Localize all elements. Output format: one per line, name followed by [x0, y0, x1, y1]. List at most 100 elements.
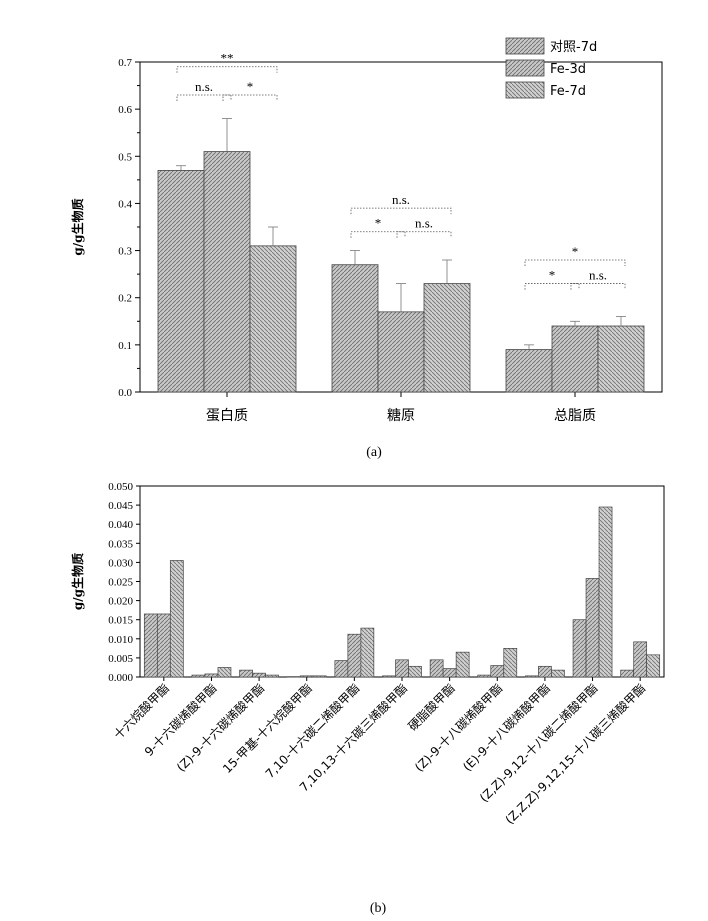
bar	[265, 674, 279, 678]
bar	[525, 675, 539, 678]
bar	[360, 627, 375, 678]
bar	[169, 560, 184, 678]
y-tick-label: 0.025	[108, 577, 133, 589]
y-tick-label: 0.3	[118, 246, 132, 258]
bar	[191, 674, 206, 678]
significance-label: n.s.	[195, 79, 213, 94]
bar	[286, 676, 301, 678]
x-category-label: (Z)-9-十八碳烯酸甲酯	[411, 681, 505, 775]
legend-swatch	[505, 59, 545, 77]
x-category-label: 糖原	[387, 408, 415, 424]
y-tick-label: 0.2	[118, 293, 132, 305]
legend-label: Fe-3d	[550, 62, 586, 77]
y-tick-label: 0.000	[108, 672, 133, 684]
y-tick-label: 0.035	[108, 538, 133, 550]
y-tick-label: 0.005	[108, 653, 133, 665]
significance-bracket	[222, 94, 278, 101]
legend-label: 对照-7d	[550, 40, 597, 55]
bar	[239, 669, 253, 678]
legend-swatch	[505, 37, 545, 55]
x-category-label: 15-甲基-十六烷酸甲酯	[219, 681, 314, 776]
y-tick-label: 0.050	[108, 481, 133, 493]
y-tick-label: 0.1	[118, 340, 132, 352]
significance-label: *	[549, 268, 556, 283]
bar	[347, 633, 362, 678]
bar	[423, 283, 471, 393]
bar	[143, 613, 158, 678]
significance-label: *	[247, 79, 254, 94]
caption-b: (b)	[370, 901, 387, 916]
y-tick-label: 0.4	[118, 198, 132, 210]
significance-bracket	[350, 207, 452, 215]
bar	[249, 245, 297, 393]
bar	[395, 659, 409, 678]
chart-b: 0.000 0.005 0.010 0.015 0.020 0.025 0.030 0.035…	[70, 481, 665, 916]
y-tick-label: 0.6	[118, 104, 132, 116]
bar	[503, 647, 518, 678]
y-tick-label: 0.015	[108, 615, 133, 627]
bar	[156, 613, 171, 678]
significance-label: n.s.	[415, 216, 433, 231]
x-category-label: 7,10-十六碳二烯酸甲酯	[262, 681, 362, 781]
y-tick-label: 0.0	[118, 387, 132, 399]
bar	[538, 665, 552, 678]
caption-a: (a)	[366, 445, 382, 460]
bar	[442, 668, 457, 678]
significance-bracket	[176, 94, 232, 101]
bar	[204, 673, 219, 678]
bar	[429, 659, 444, 678]
bar	[312, 675, 327, 678]
bar	[331, 264, 379, 393]
significance-bracket	[350, 231, 406, 238]
bar	[490, 665, 505, 678]
bar	[382, 675, 396, 678]
x-category-label: (Z)-9-十六碳烯酸甲酯	[173, 681, 267, 775]
bar	[551, 325, 599, 393]
y-tick-label: 0.020	[108, 596, 133, 608]
bar	[217, 667, 232, 678]
bar	[203, 151, 251, 393]
significance-label: *	[572, 244, 579, 259]
y-axis-label: g/g生物质	[70, 198, 85, 255]
significance-bracket	[570, 283, 626, 290]
bar	[408, 665, 422, 678]
significance-bracket	[524, 259, 626, 266]
bar	[646, 654, 661, 678]
bar	[620, 669, 635, 678]
legend-label: Fe-7d	[550, 84, 586, 99]
bar	[252, 672, 266, 678]
bar	[455, 651, 470, 678]
bar	[377, 311, 425, 393]
bar	[585, 578, 600, 678]
significance-bracket	[396, 231, 452, 238]
significance-label: **	[221, 51, 234, 66]
y-tick-label: 0.010	[108, 634, 133, 646]
x-category-label: (E)-9-十八碳烯酸甲酯	[460, 681, 554, 775]
bar	[551, 669, 565, 678]
bar	[597, 325, 645, 393]
bar	[157, 170, 205, 393]
y-tick-label: 0.045	[108, 500, 133, 512]
y-axis-label: g/g生物质	[70, 553, 85, 610]
significance-label: n.s.	[392, 192, 410, 207]
bar	[334, 660, 349, 678]
significance-label: n.s.	[589, 268, 607, 283]
y-tick-label: 0.040	[108, 519, 133, 531]
bar	[505, 349, 553, 393]
y-tick-label: 0.5	[118, 151, 132, 163]
significance-bracket	[176, 66, 278, 73]
bar	[633, 641, 648, 678]
bar	[477, 674, 492, 678]
significance-bracket	[524, 283, 580, 290]
bar	[572, 619, 587, 678]
bar	[299, 675, 314, 678]
bar	[598, 506, 613, 678]
x-category-label: 总脂质	[554, 408, 596, 424]
y-tick-label: 0.030	[108, 557, 133, 569]
x-category-label: 蛋白质	[206, 408, 248, 424]
legend-swatch	[505, 81, 545, 99]
y-tick-label: 0.7	[118, 57, 132, 69]
significance-label: *	[375, 216, 382, 231]
